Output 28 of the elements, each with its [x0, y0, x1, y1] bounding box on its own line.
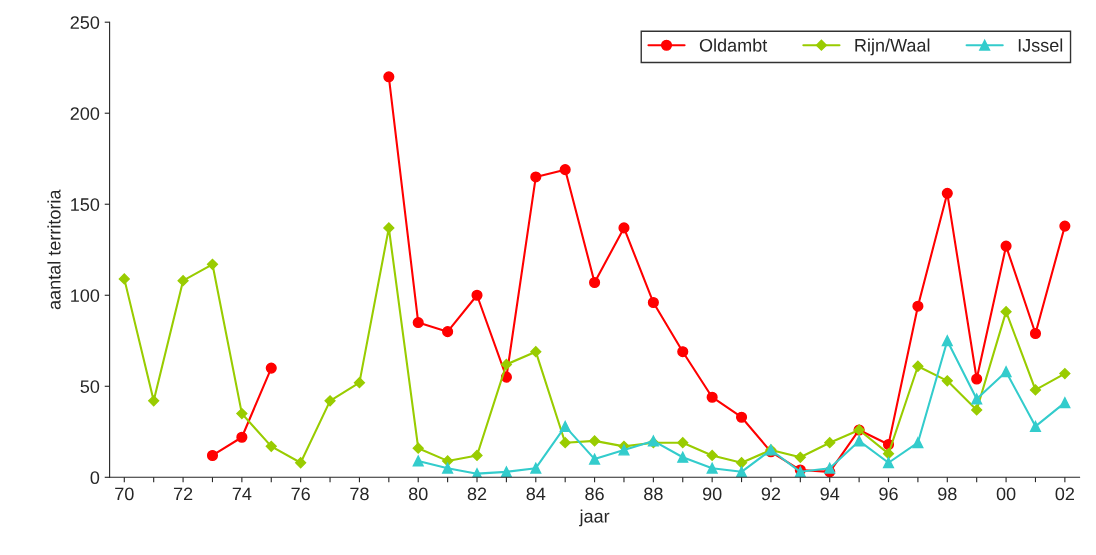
y-tick-label: 200: [70, 107, 100, 120]
x-tick-label: 92: [761, 487, 781, 501]
x-tick-label: 02: [1055, 487, 1074, 501]
x-tick-label: 96: [879, 487, 898, 501]
y-axis-title: aantal territoria: [47, 189, 61, 310]
x-tick-label: 70: [115, 487, 134, 501]
x-tick-label: 76: [291, 487, 310, 501]
x-tick-label: 90: [702, 487, 722, 501]
y-tick-label: 100: [71, 289, 100, 302]
x-tick-label: 88: [644, 487, 663, 501]
y-tick-label: 0: [90, 471, 100, 485]
x-tick-label: 72: [173, 487, 193, 501]
x-tick-label: 00: [996, 487, 1016, 501]
y-tick-label: 250: [70, 16, 100, 29]
y-tick-label: 50: [80, 380, 100, 393]
legend-label: Rijn/Waal: [855, 38, 930, 56]
x-tick-label: 78: [350, 487, 369, 501]
x-tick-label: 74: [232, 487, 252, 501]
legend-label: IJssel: [1018, 38, 1063, 52]
legend-label: Oldambt: [699, 38, 768, 52]
x-axis-title: jaar: [579, 509, 610, 527]
x-tick-label: 84: [526, 487, 546, 501]
y-tick-label: 150: [71, 198, 100, 211]
x-tick-label: 98: [938, 487, 957, 501]
x-tick-label: 80: [408, 487, 428, 501]
x-tick-label: 82: [467, 487, 487, 501]
x-tick-label: 94: [820, 487, 840, 501]
x-tick-label: 86: [585, 487, 604, 501]
